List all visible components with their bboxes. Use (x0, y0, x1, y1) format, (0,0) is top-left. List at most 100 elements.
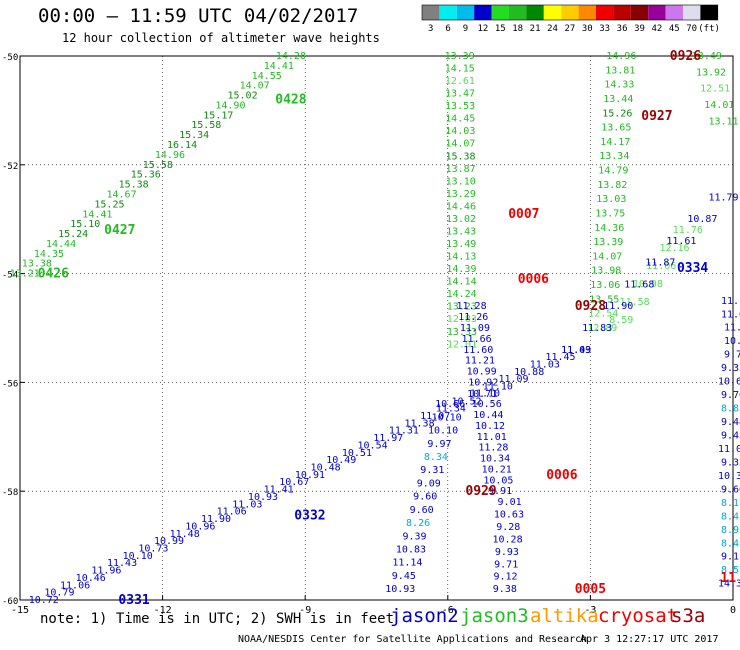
colorbar-label: 12 (477, 24, 488, 34)
swh-value: 14.79 (598, 166, 628, 177)
swh-value: 11. (724, 323, 740, 334)
footer-timestamp: Apr 3 12:27:17 UTC 2017 (580, 634, 719, 645)
swh-value: 8.34 (424, 452, 448, 463)
swh-value: 9.09 (417, 478, 441, 489)
swh-value: 9.01 (498, 497, 522, 508)
time-label: 0005 (575, 582, 606, 597)
swh-value: 9.45 (392, 571, 416, 582)
swh-value: 11.90 (201, 514, 231, 525)
time-label: 0428 (275, 93, 306, 108)
swh-value: 15.58 (191, 120, 221, 131)
swh-value: 15.36 (131, 170, 161, 181)
swh-value: 10.88 (514, 367, 544, 378)
colorbar-swatch (491, 5, 509, 20)
swh-value: 16.14 (167, 140, 197, 151)
colorbar-label: 33 (599, 24, 610, 34)
swh-value: 10.87 (687, 214, 717, 225)
swh-value: 13.33 (447, 327, 477, 338)
time-label: 0006 (518, 272, 549, 287)
swh-value: 11.43 (561, 345, 591, 356)
swh-value: 10.21 (482, 464, 512, 475)
colorbar-swatch (700, 5, 718, 20)
swh-value: 10.51 (342, 448, 372, 459)
swh-value: 11.26 (458, 312, 488, 323)
swh-value: 10.93 (248, 492, 278, 503)
time-label: 0331 (118, 593, 149, 608)
swh-value: 10.83 (396, 544, 426, 555)
swh-value: 10.34 (480, 454, 510, 465)
swh-value: 10.49 (326, 455, 356, 466)
track-jason3: 8.59 11.58 10.98 11.06 12.16 11.76 (609, 225, 703, 326)
swh-value: 8.85 (721, 404, 740, 415)
swh-value: 12.01 (447, 339, 477, 350)
swh-value: 10.10 (123, 551, 153, 562)
colorbar-swatch (648, 5, 666, 20)
colorbar-label: 3 (428, 24, 433, 34)
swh-value: 11.90 (603, 301, 633, 312)
swh-value: 11.28 (457, 301, 487, 312)
swh-value: 14.45 (445, 114, 475, 125)
swh-value: 14.07 (445, 139, 475, 150)
swh-value: 11.14 (392, 558, 422, 569)
swh-value: 8.59 (609, 315, 633, 326)
swh-value: 13.81 (605, 65, 635, 76)
swh-value: 10.93 (385, 584, 415, 595)
swh-value: 14.01 (704, 100, 734, 111)
colorbar-label: 27 (564, 24, 575, 34)
colorbar-label: 15 (495, 24, 506, 34)
swh-value: 14.44 (46, 239, 76, 250)
colorbar-label: 45 (669, 24, 680, 34)
swh-value: 11.41 (264, 485, 294, 496)
y-tick-label: -54 (2, 271, 18, 281)
swh-value: 10.10 (432, 412, 462, 423)
swh-value: 13.92 (696, 67, 726, 78)
swh-value: 9.76 (721, 390, 740, 401)
swh-value: 11.07 (420, 411, 450, 422)
swh-value: 14.30 (718, 579, 740, 590)
colorbar-swatch (665, 5, 683, 20)
swh-value: 11.0 (721, 309, 740, 320)
time-label: 0928 (575, 299, 606, 314)
swh-value: 8.57 (721, 565, 740, 576)
swh-value: 10.28 (493, 534, 523, 545)
swh-value: 14.36 (594, 223, 624, 234)
swh-value: 14.15 (445, 64, 475, 75)
time-label: 11 (720, 571, 736, 586)
swh-value: 14.41 (264, 61, 294, 72)
colorbar-frame (421, 4, 719, 21)
swh-value: 14.17 (600, 137, 630, 148)
colorbar-label: 42 (651, 24, 662, 34)
swh-value: 14.07 (240, 81, 270, 92)
colorbar-label: 70 (686, 24, 697, 34)
swh-value: 8.17 (721, 498, 740, 509)
swh-value: 14.03 (445, 126, 475, 137)
altimeter-chart: -15 -12 -9 -6 -3 0-50-52-54-56-58-60 13.2113.… (2, 49, 740, 616)
swh-value: 9.71 (494, 559, 518, 570)
swh-value: 10.60 (718, 377, 740, 388)
swh-value: 11.79 (708, 192, 738, 203)
swh-value: 11.58 (620, 297, 650, 308)
track-jason3: 13.49 13.92 12.51 14.01 13.11 (692, 51, 739, 127)
swh-value: 10.56 (472, 399, 502, 410)
colorbar-label: 21 (530, 24, 541, 34)
data-layer: 13.2113.3814.3514.4415.2415.1014.4115.25… (10, 51, 740, 606)
swh-value: 13.75 (595, 208, 625, 219)
swh-value: 11.97 (373, 433, 403, 444)
swh-value: 15.38 (119, 180, 149, 191)
x-tick-label: -9 (299, 605, 311, 616)
swh-value: 9.38 (493, 584, 517, 595)
time-label: 0927 (641, 109, 672, 124)
time-label: 0426 (38, 267, 69, 282)
swh-value: 11.61 (666, 236, 696, 247)
swh-value: 13.29 (446, 189, 476, 200)
time-label: 0007 (508, 207, 539, 222)
time-label: 0332 (294, 509, 325, 524)
swh-value: 9.39 (402, 531, 426, 542)
swh-value: 10.72 (29, 595, 59, 606)
swh-value: 10.05 (483, 475, 513, 486)
swh-value: 13.87 (446, 164, 476, 175)
swh-value: 15.38 (445, 151, 475, 162)
swh-value: 14.24 (447, 289, 477, 300)
colorbar-label: 24 (547, 24, 558, 34)
swh-value: 10.44 (473, 410, 503, 421)
